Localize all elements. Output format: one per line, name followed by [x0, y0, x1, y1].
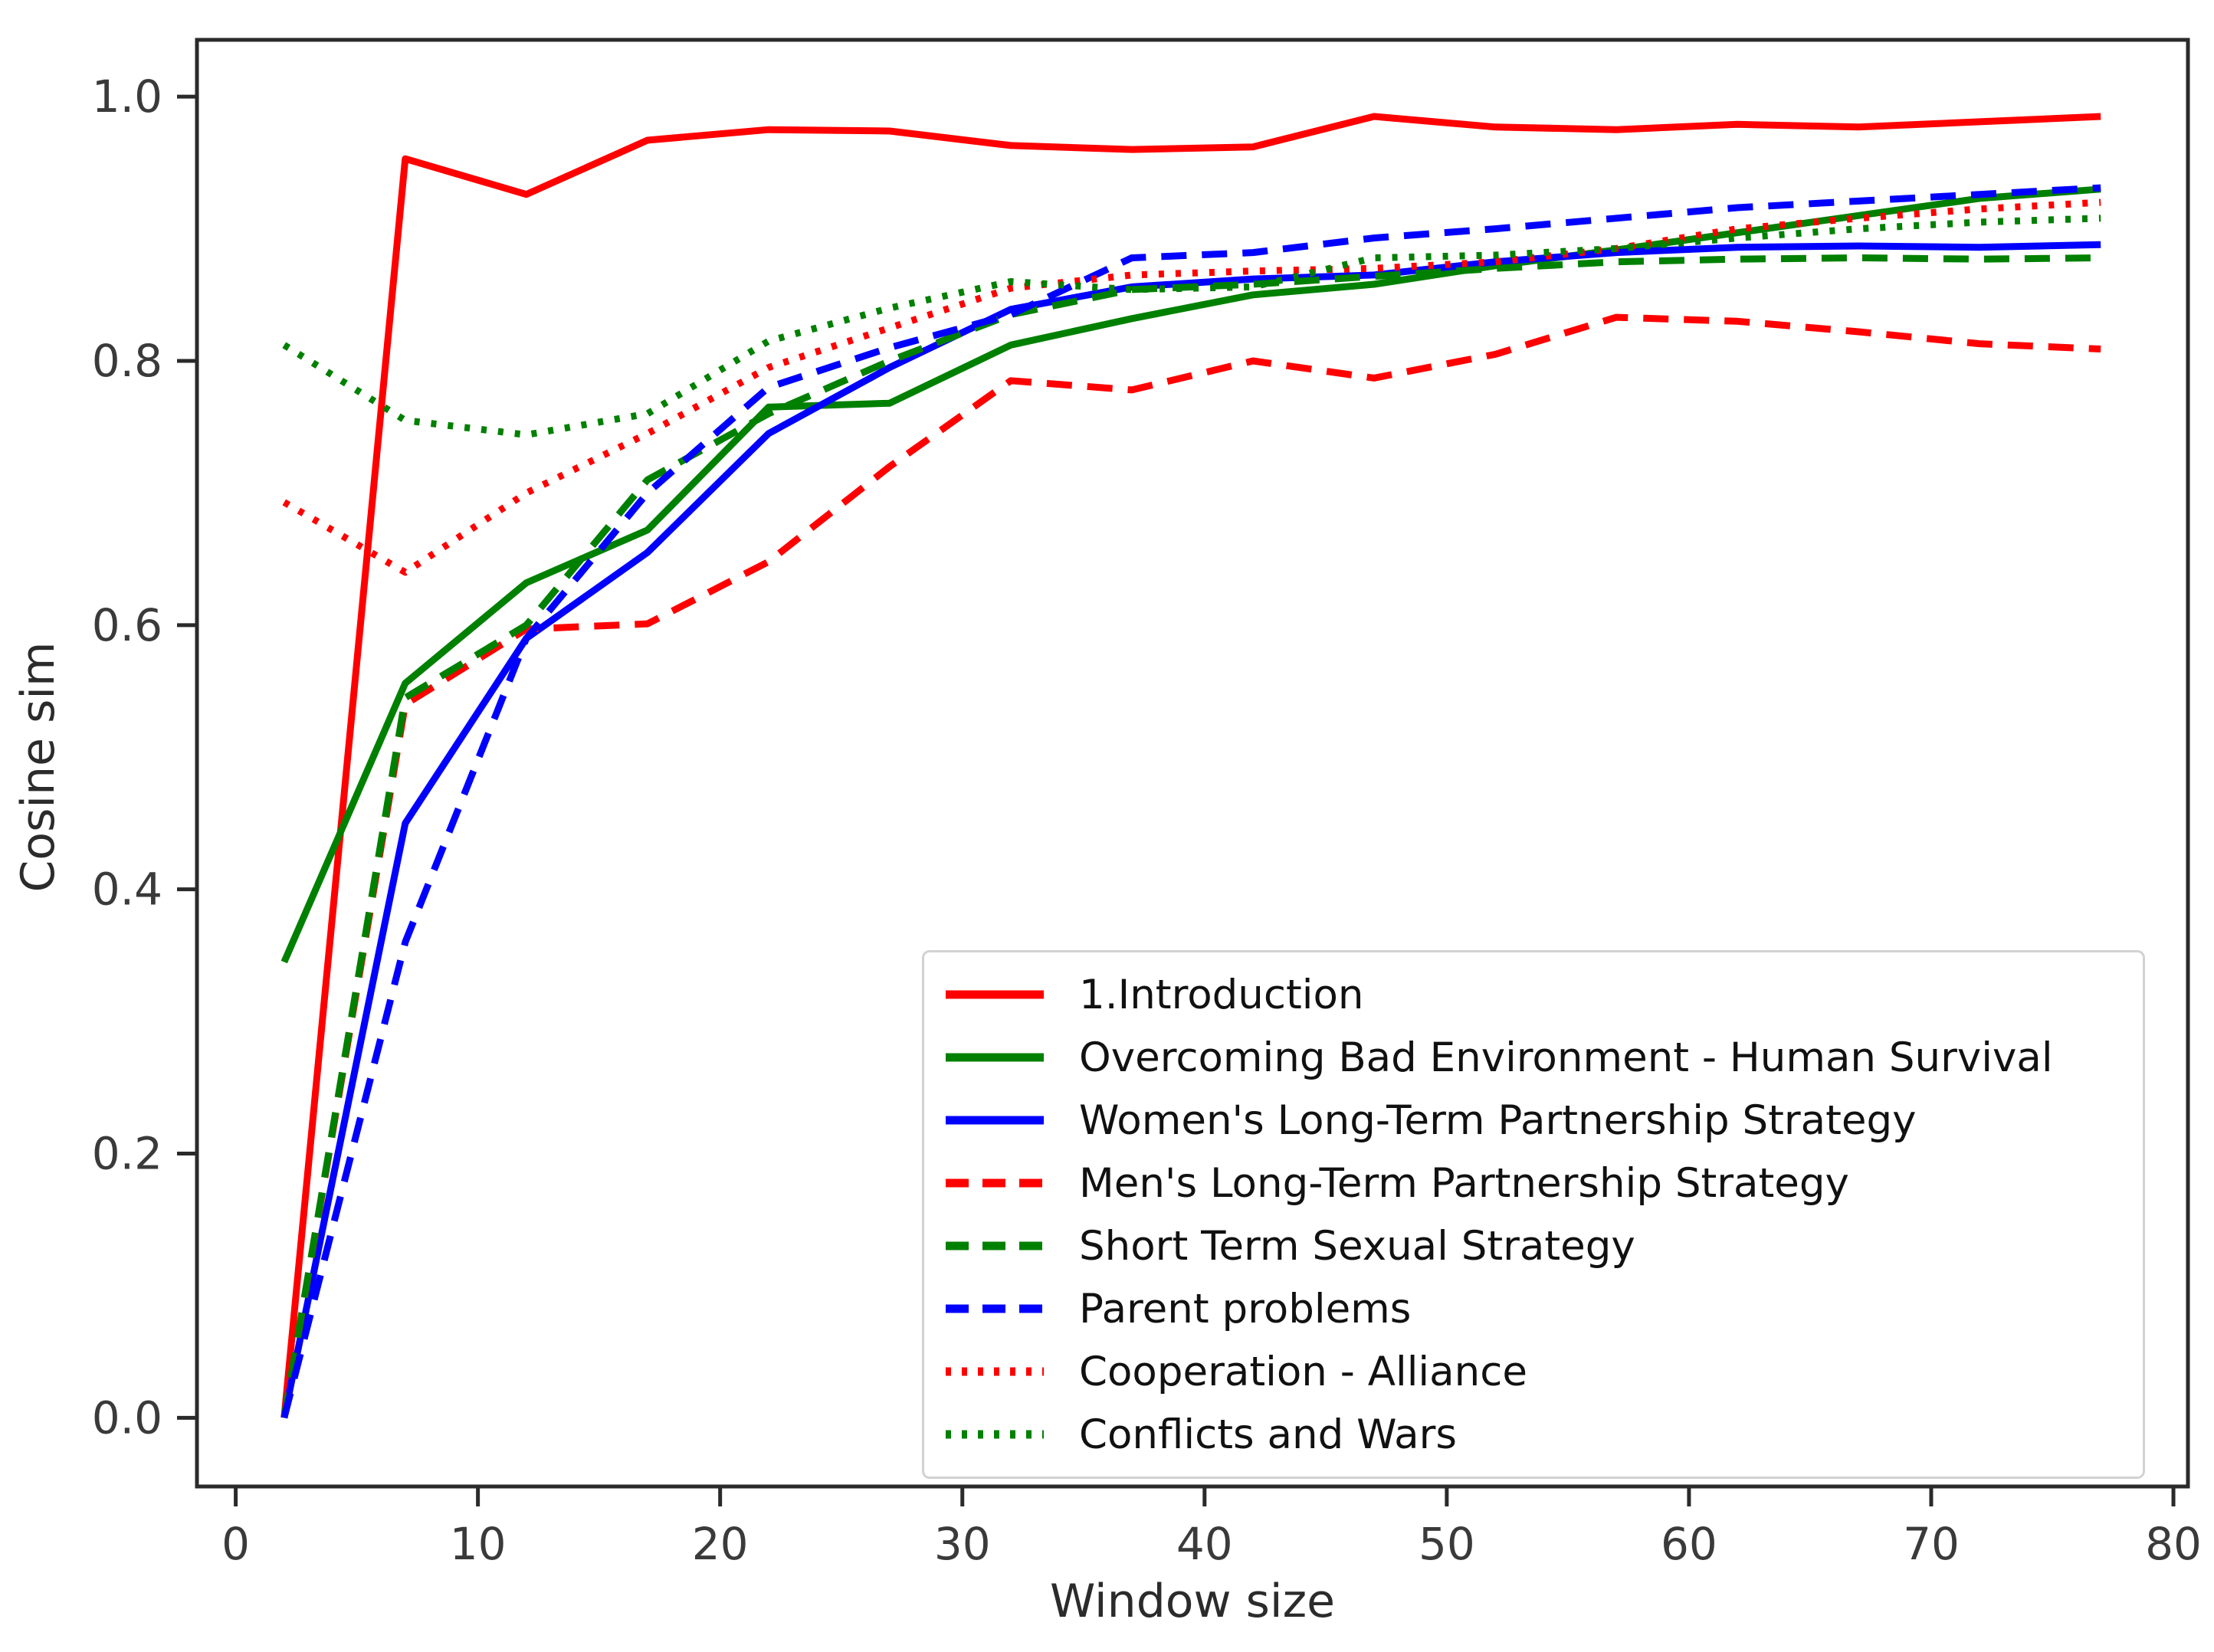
x-tick-label: 20	[692, 1518, 749, 1570]
x-tick-label: 70	[1903, 1518, 1960, 1570]
legend-label: Men's Long-Term Partnership Strategy	[1079, 1159, 1849, 1207]
legend-label: Conflicts and Wars	[1079, 1411, 1457, 1458]
series-line-6	[282, 198, 2101, 576]
y-tick-label: 0.2	[92, 1128, 162, 1180]
x-tick-label: 0	[221, 1518, 250, 1570]
x-tick-label: 40	[1176, 1518, 1233, 1570]
legend-item-1: Overcoming Bad Environment - Human Survi…	[935, 1027, 2127, 1088]
y-tick-label: 0.0	[92, 1391, 162, 1444]
legend-line-swatch-solid	[946, 1053, 1044, 1062]
series-line-0	[280, 113, 2101, 1418]
x-axis-label: Window size	[1050, 1575, 1335, 1628]
legend-line-swatch-dashed	[946, 1304, 1044, 1313]
legend-label: Parent problems	[1079, 1285, 1412, 1332]
legend-item-2: Women's Long-Term Partnership Strategy	[935, 1090, 2127, 1151]
legend-line-swatch-dotted	[946, 1430, 1044, 1439]
series-line-1	[280, 185, 2101, 964]
legend-item-4: Short Term Sexual Strategy	[935, 1215, 2127, 1277]
legend-label: Short Term Sexual Strategy	[1079, 1222, 1635, 1270]
series-line-5	[280, 184, 2101, 1419]
y-tick-label: 0.6	[92, 599, 162, 651]
legend-line-swatch-solid	[946, 990, 1044, 999]
legend-item-7: Conflicts and Wars	[935, 1404, 2127, 1465]
y-tick-label: 0.8	[92, 335, 162, 387]
x-tick-label: 30	[934, 1518, 991, 1570]
legend-item-0: 1.Introduction	[935, 964, 2127, 1025]
y-axis-label: Cosine sim	[11, 641, 65, 893]
legend-line-swatch-solid	[946, 1116, 1044, 1125]
legend-item-5: Parent problems	[935, 1278, 2127, 1339]
legend-item-6: Cooperation - Alliance	[935, 1341, 2127, 1402]
x-tick-label: 80	[2145, 1518, 2202, 1570]
legend-label: 1.Introduction	[1079, 971, 1364, 1018]
legend-label: Overcoming Bad Environment - Human Survi…	[1079, 1034, 2053, 1081]
y-tick-label: 1.0	[92, 70, 162, 123]
series-line-2	[280, 241, 2101, 1419]
plot-frame	[195, 38, 2190, 1489]
legend-item-3: Men's Long-Term Partnership Strategy	[935, 1152, 2127, 1214]
legend-label: Women's Long-Term Partnership Strategy	[1079, 1096, 1917, 1144]
legend: 1.Introduction Overcoming Bad Environment…	[922, 950, 2145, 1479]
series-line-7	[282, 215, 2101, 438]
y-tick-label: 0.4	[92, 864, 162, 916]
x-tick-label: 10	[450, 1518, 507, 1570]
legend-line-swatch-dashed	[946, 1241, 1044, 1250]
legend-line-swatch-dashed	[946, 1178, 1044, 1188]
series-line-4	[280, 254, 2101, 1419]
legend-label: Cooperation - Alliance	[1079, 1348, 1527, 1395]
x-tick-label: 50	[1419, 1518, 1475, 1570]
legend-line-swatch-dotted	[946, 1367, 1044, 1376]
x-tick-label: 60	[1661, 1518, 1717, 1570]
